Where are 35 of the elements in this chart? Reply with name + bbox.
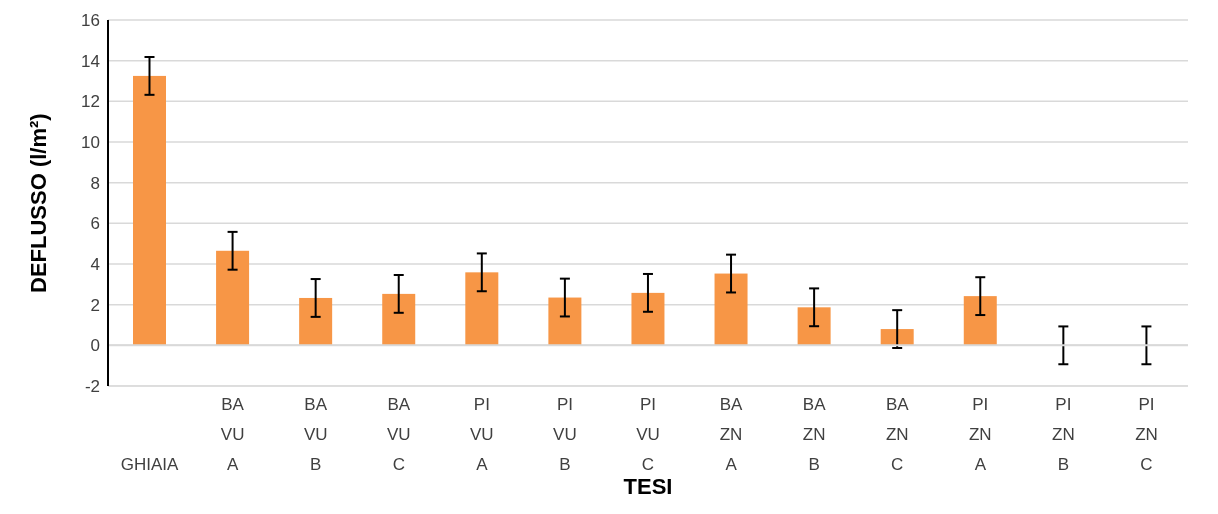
y-tick-label: -2 — [84, 377, 100, 397]
y-tick-label: 6 — [90, 214, 100, 234]
bar — [963, 296, 997, 346]
y-tick-label: 2 — [90, 295, 100, 315]
y-axis-title: DEFLUSSO (l/m²) — [25, 113, 51, 293]
x-tick-label: PI VU B — [553, 395, 577, 474]
x-tick-label: BA ZN A — [719, 395, 744, 474]
x-tick-label: PI ZN A — [968, 395, 992, 474]
x-tick-label: BA VU C — [386, 395, 411, 474]
x-axis-title: TESI — [623, 474, 673, 499]
bar — [133, 75, 166, 346]
x-tick-label: BA VU B — [303, 395, 328, 474]
x-tick-label: BA ZN C — [885, 395, 910, 474]
bar — [465, 272, 499, 346]
y-tick-label: 8 — [90, 173, 100, 193]
bar — [548, 297, 582, 346]
y-tick-label: 12 — [81, 92, 100, 112]
bar — [631, 292, 665, 346]
x-tick-label: PI ZN B — [1052, 395, 1075, 474]
x-tick-label: PI ZN C — [1135, 395, 1158, 474]
x-tick-label: GHIAIA — [120, 455, 180, 474]
bar — [299, 297, 333, 346]
x-tick-label: PI VU C — [636, 395, 660, 474]
y-tick-label: 0 — [90, 336, 100, 356]
bar — [216, 250, 250, 346]
bar — [797, 307, 831, 346]
x-tick-label: BA ZN B — [802, 395, 827, 474]
y-tick-label: 10 — [81, 133, 100, 153]
y-tick-label: 4 — [90, 255, 100, 275]
x-tick-label: BA VU A — [220, 395, 245, 474]
bar — [714, 273, 748, 346]
x-tick-label: PI VU A — [470, 395, 494, 474]
y-tick-label: 16 — [81, 11, 100, 31]
y-tick-label: 14 — [81, 51, 100, 71]
bar — [382, 293, 416, 346]
